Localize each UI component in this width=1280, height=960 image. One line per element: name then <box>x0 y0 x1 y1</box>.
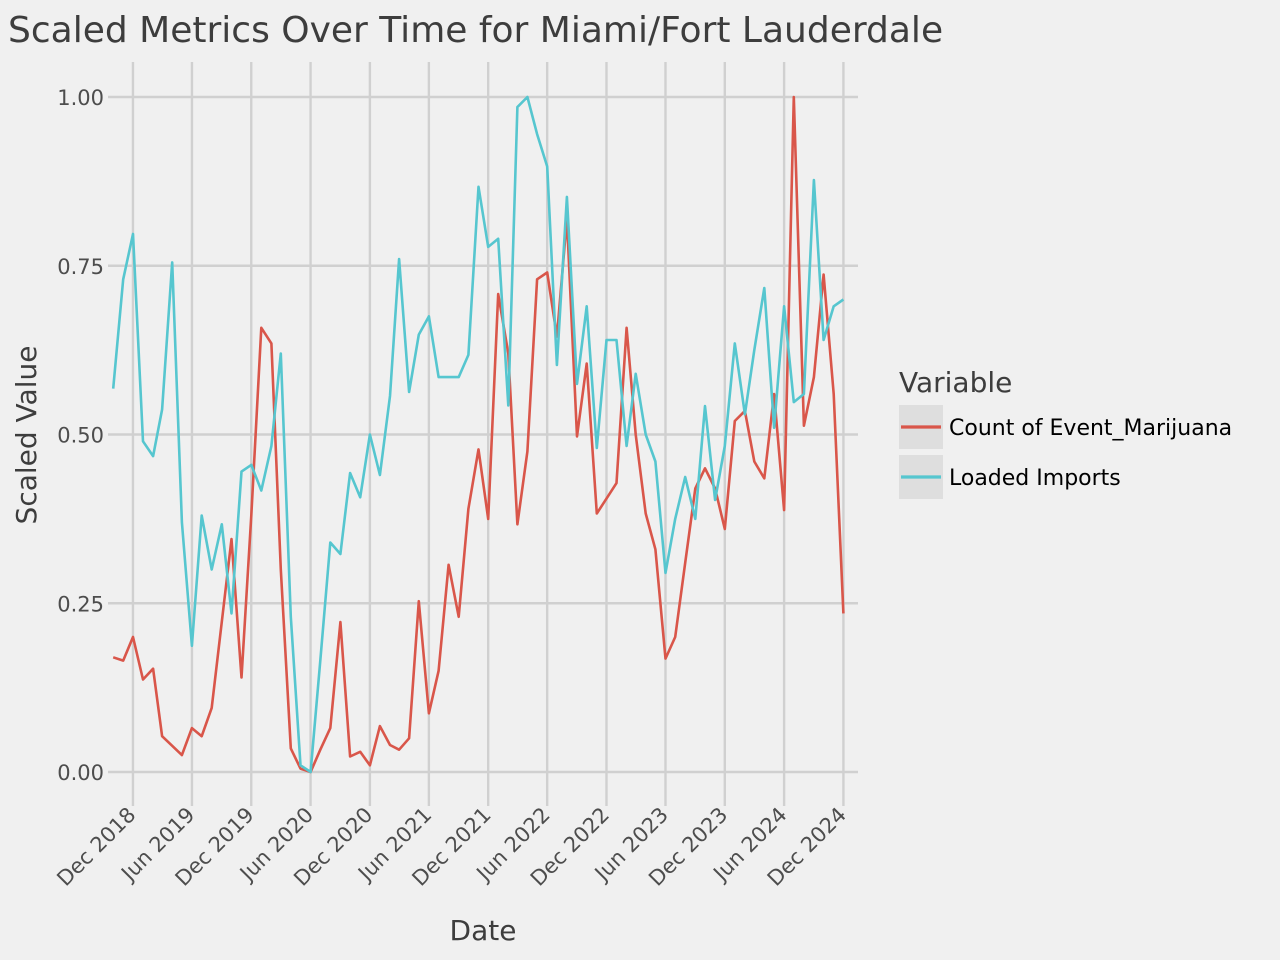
y-tick-label: 0.75 <box>57 255 104 279</box>
chart-title: Scaled Metrics Over Time for Miami/Fort … <box>8 10 943 51</box>
legend: Variable Count of Event_Marijuana Loaded … <box>899 366 1232 499</box>
y-tick-label: 0.25 <box>57 592 104 616</box>
legend-item: Count of Event_Marijuana <box>899 405 1232 449</box>
y-tick-label: 1.00 <box>57 86 104 110</box>
y-axis-title: Scaled Value <box>10 346 43 525</box>
legend-label: Loaded Imports <box>949 466 1121 491</box>
y-axis-ticks: 0.00 0.25 0.50 0.75 1.00 <box>57 86 104 785</box>
legend-item: Loaded Imports <box>899 455 1121 499</box>
series-lines <box>111 95 845 774</box>
grid <box>108 62 858 806</box>
x-axis-title: Date <box>450 914 517 947</box>
series-line <box>111 95 845 774</box>
y-tick-label: 0.50 <box>57 424 104 448</box>
legend-title: Variable <box>899 366 1012 399</box>
series-line <box>112 95 845 774</box>
legend-label: Count of Event_Marijuana <box>949 416 1232 441</box>
y-tick-label: 0.00 <box>57 761 104 785</box>
